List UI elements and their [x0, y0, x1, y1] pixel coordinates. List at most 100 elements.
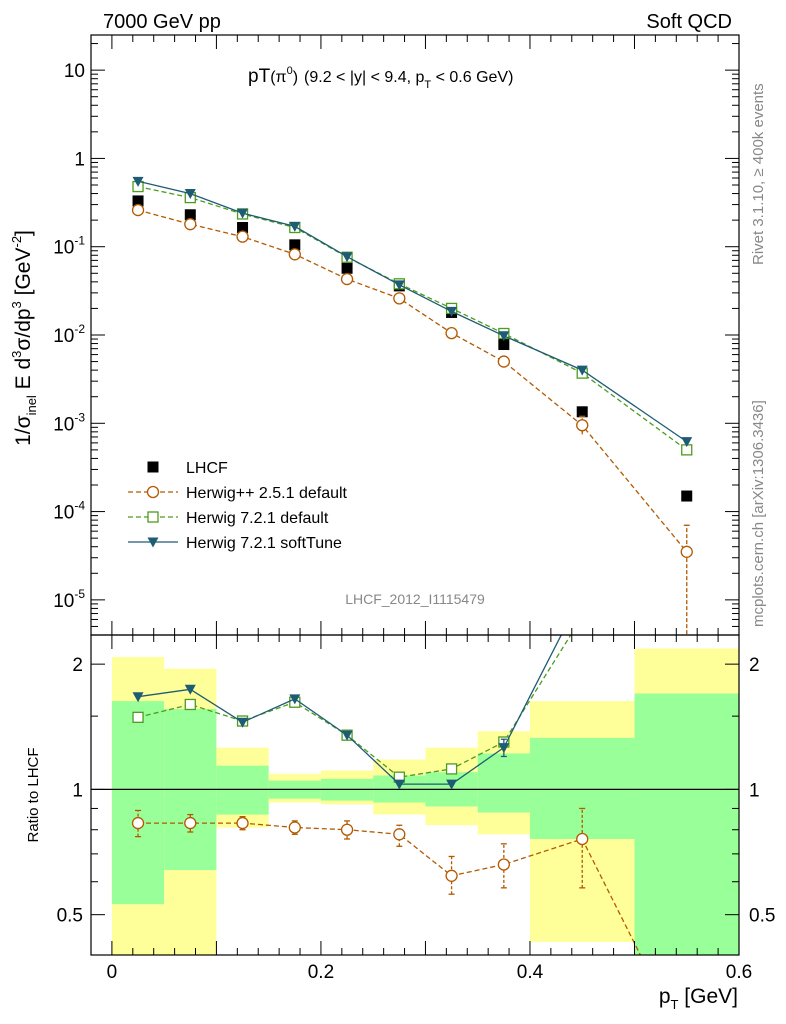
main-data-point	[497, 355, 510, 368]
ratio-x-tick-label: 0.2	[308, 962, 334, 983]
ratio-data-point	[497, 858, 510, 871]
ratio-x-tick-label: 0	[107, 962, 118, 983]
ratio-data-point	[131, 816, 145, 830]
legend-label: Herwig 7.2.1 softTune	[186, 535, 342, 552]
main-data-point	[393, 292, 406, 305]
ratio-series-line	[138, 822, 642, 955]
ratio-data-point	[288, 821, 301, 834]
ratio-x-tick-label: 0.4	[517, 962, 544, 983]
ratio-data-point	[237, 717, 249, 728]
ratio-panel-frame	[90, 634, 740, 956]
ratio-stat-band	[477, 753, 530, 813]
legend-marker	[146, 485, 160, 499]
ratio-data-point	[340, 823, 354, 836]
main-y-tick-exp: -3	[74, 410, 85, 424]
ratio-y-tick-label-left: 0.5	[57, 906, 83, 927]
main-y-tick-base: 10	[53, 414, 74, 435]
main-data-point	[289, 221, 301, 232]
ratio-data-point	[132, 692, 144, 703]
ratio-y-tick-label-left: 2	[72, 655, 83, 676]
plot-title-cut: (9.2 < |y| < 9.4, p	[304, 69, 424, 86]
x-axis-label-sub: T	[671, 997, 679, 1012]
ratio-y-tick-label-right: 2	[749, 655, 760, 676]
main-data-point	[132, 176, 144, 187]
main-y-tick-exp: -2	[74, 322, 85, 336]
ratio-panel-bands	[91, 648, 739, 955]
y-axis-label-ratio: Ratio to LHCF	[25, 747, 42, 842]
main-data-point	[132, 195, 144, 207]
main-y-tick-base: 10	[53, 238, 74, 259]
y-axis-label-main: 1/σinel E d3σ/dp3 [GeV-2]	[9, 230, 39, 446]
x-axis-label: pT [GeV]	[659, 985, 738, 1012]
plot-title-particle-close: )	[293, 69, 298, 86]
main-data-point	[340, 272, 354, 286]
legend: LHCF Herwig++ 2.5.1 default Herwig 7.2.1 d…	[128, 460, 348, 552]
y-axis-label-main-sup1: 3	[9, 351, 24, 358]
legend-marker	[147, 511, 159, 523]
main-y-tick-label: 10-4	[53, 499, 85, 524]
legend-label: LHCF	[186, 460, 228, 477]
ratio-data-point	[132, 711, 144, 723]
ratio-data-point	[498, 743, 510, 754]
main-data-point	[681, 437, 693, 448]
main-data-point	[445, 326, 458, 340]
y-axis-label-main-a: 1/σ	[12, 415, 35, 446]
main-data-point	[184, 218, 197, 231]
ratio-data-point	[393, 828, 406, 841]
side-label-top: Rivet 3.1.10, ≥ 400k events	[750, 83, 767, 265]
main-data-point	[289, 239, 301, 251]
ratio-stat-band	[529, 737, 635, 840]
ratio-data-point	[341, 730, 353, 741]
plot-title-particle-sup: 0	[287, 65, 293, 77]
main-data-point	[498, 339, 510, 351]
ratio-series-line	[137, 635, 572, 778]
y-axis-label-main-sup2: 3	[9, 301, 24, 308]
legend-marker	[147, 461, 159, 473]
ratio-y-tick-label-right: 1	[749, 780, 760, 801]
analysis-id: LHCF_2012_I1115479	[345, 591, 485, 607]
ratio-stat-band	[634, 693, 739, 955]
plot-title-main: pT	[248, 66, 271, 87]
main-y-tick-label: 1	[74, 149, 85, 170]
ratio-data-point	[445, 869, 458, 882]
main-panel-series	[131, 176, 693, 635]
main-data-point	[576, 406, 588, 418]
main-y-tick-label: 10-2	[53, 322, 85, 347]
main-y-tick-exp: -1	[74, 234, 85, 248]
main-y-tick-base: 10	[53, 326, 74, 347]
plot-title-particle: (π	[270, 69, 286, 86]
legend-marker	[147, 537, 159, 548]
ratio-stat-band	[111, 701, 165, 905]
ratio-data-point	[236, 816, 249, 830]
y-axis-label-main-b: E d	[12, 358, 35, 395]
ratio-data-point	[184, 684, 196, 695]
main-data-point	[131, 203, 145, 217]
main-y-tick-exp: -5	[74, 587, 85, 601]
ratio-data-point	[393, 779, 405, 790]
legend-label: Herwig++ 2.5.1 default	[186, 485, 348, 502]
ratio-data-point	[576, 832, 589, 846]
main-data-point	[341, 262, 353, 274]
ratio-y-tick-label-right: 0.5	[749, 906, 775, 927]
plot-title-cut-sub: T	[424, 79, 431, 91]
main-data-point	[681, 490, 693, 502]
main-data-point	[393, 280, 405, 291]
main-data-point	[341, 252, 353, 263]
ratio-panel-series	[131, 635, 642, 955]
x-axis-label-p: p	[659, 985, 671, 1008]
plot-title: pT(π0) (9.2 < |y| < 9.4, pT < 0.6 GeV)	[248, 65, 513, 91]
main-data-point	[576, 365, 588, 376]
energy-label: 7000 GeV pp	[103, 11, 221, 33]
main-data-point	[288, 248, 301, 261]
legend-label: Herwig 7.2.1 default	[186, 510, 329, 527]
y-axis-label-main-sub: inel	[24, 395, 39, 415]
plot-title-cut-end: < 0.6 GeV)	[431, 69, 513, 86]
main-y-tick-label: 10-3	[53, 410, 85, 435]
main-data-point	[237, 222, 249, 234]
y-axis-label-main-unit-sup: -2	[9, 236, 24, 248]
main-data-point	[498, 331, 510, 342]
main-data-point	[576, 419, 589, 432]
ratio-data-point	[184, 698, 196, 711]
ratio-data-point	[445, 763, 458, 775]
ratio-x-tick-label: 0.6	[726, 962, 752, 983]
